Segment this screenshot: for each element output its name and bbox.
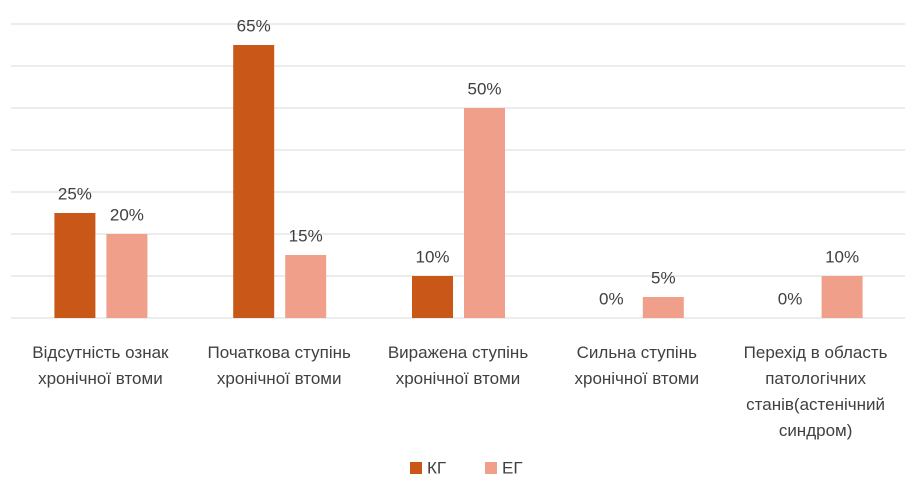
bar: [106, 234, 148, 318]
data-label: 65%: [237, 16, 271, 35]
x-tick-label: Перехід в область патологічних станів(ас…: [743, 343, 888, 440]
x-tick-label: Відсутність ознак хронічної втоми: [32, 343, 169, 388]
legend-label: ЕГ: [502, 458, 523, 477]
data-label: 10%: [415, 247, 449, 266]
data-label: 50%: [467, 79, 501, 98]
data-label: 5%: [651, 268, 676, 287]
x-tick-label: Виражена ступінь хронічної втоми: [387, 343, 529, 388]
data-label: 0%: [599, 289, 624, 308]
bar: [821, 276, 863, 318]
data-label: 0%: [778, 289, 803, 308]
data-label: 15%: [289, 226, 323, 245]
bar: [54, 213, 96, 318]
bar: [464, 108, 505, 318]
x-tick-label: Початкова ступінь хронічної втоми: [207, 343, 351, 388]
data-label: 10%: [825, 247, 859, 266]
legend-swatch: [485, 462, 497, 474]
bar: [642, 297, 684, 318]
x-tick-label: Сильна ступінь хронічної втоми: [574, 343, 700, 388]
data-label: 25%: [58, 184, 92, 203]
legend-label: КГ: [427, 458, 446, 477]
bar: [285, 255, 327, 318]
bar: [412, 276, 453, 318]
data-label: 20%: [110, 205, 144, 224]
bar: [233, 45, 275, 318]
legend-swatch: [410, 462, 422, 474]
